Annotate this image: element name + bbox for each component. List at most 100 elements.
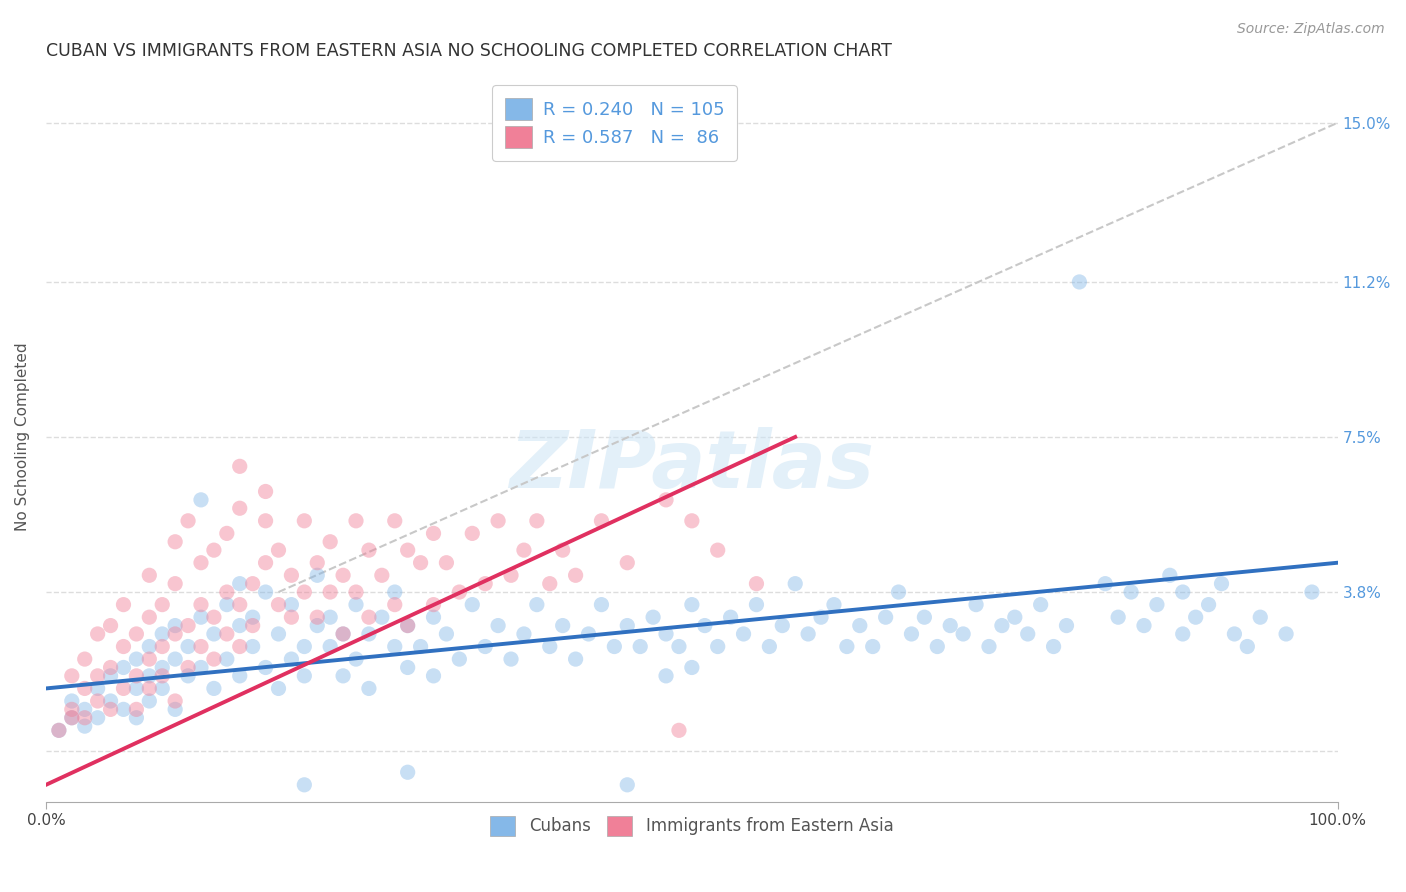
Point [513, 627, 536, 641]
Point [1004, 610, 1026, 624]
Point [344, 514, 367, 528]
Point [912, 610, 935, 624]
Legend: Cubans, Immigrants from Eastern Asia: Cubans, Immigrants from Eastern Asia [482, 807, 901, 845]
Point [165, 702, 187, 716]
Point [357, 681, 380, 696]
Point [86, 711, 108, 725]
Point [797, 627, 820, 641]
Point [332, 627, 354, 641]
Point [100, 660, 122, 674]
Point [745, 598, 768, 612]
Point [849, 618, 872, 632]
Point [1133, 618, 1156, 632]
Point [396, 543, 419, 558]
Point [229, 640, 252, 654]
Point [371, 610, 394, 624]
Point [449, 652, 471, 666]
Point [177, 640, 200, 654]
Point [86, 627, 108, 641]
Point [215, 598, 238, 612]
Point [229, 459, 252, 474]
Point [190, 598, 212, 612]
Point [229, 618, 252, 632]
Point [254, 556, 277, 570]
Point [551, 543, 574, 558]
Point [190, 660, 212, 674]
Point [681, 660, 703, 674]
Point [150, 681, 173, 696]
Point [384, 598, 406, 612]
Point [215, 585, 238, 599]
Point [720, 610, 742, 624]
Point [655, 492, 678, 507]
Point [1236, 640, 1258, 654]
Point [242, 640, 264, 654]
Point [242, 576, 264, 591]
Point [835, 640, 858, 654]
Point [112, 681, 135, 696]
Point [215, 526, 238, 541]
Point [357, 610, 380, 624]
Point [177, 669, 200, 683]
Point [332, 669, 354, 683]
Point [474, 576, 496, 591]
Point [307, 610, 329, 624]
Point [1042, 640, 1064, 654]
Point [190, 610, 212, 624]
Point [551, 618, 574, 632]
Point [1275, 627, 1298, 641]
Point [564, 568, 586, 582]
Point [344, 585, 367, 599]
Point [319, 585, 342, 599]
Point [138, 640, 160, 654]
Point [384, 640, 406, 654]
Point [409, 640, 432, 654]
Point [202, 652, 225, 666]
Point [73, 719, 96, 733]
Point [422, 598, 444, 612]
Point [229, 598, 252, 612]
Point [150, 598, 173, 612]
Point [785, 576, 807, 591]
Point [499, 652, 522, 666]
Point [409, 556, 432, 570]
Point [280, 568, 302, 582]
Point [125, 627, 148, 641]
Point [927, 640, 949, 654]
Point [112, 660, 135, 674]
Point [357, 627, 380, 641]
Point [177, 514, 200, 528]
Point [616, 618, 638, 632]
Point [396, 618, 419, 632]
Point [538, 576, 561, 591]
Point [254, 660, 277, 674]
Point [371, 568, 394, 582]
Point [254, 514, 277, 528]
Point [138, 652, 160, 666]
Point [100, 702, 122, 716]
Point [100, 618, 122, 632]
Point [706, 640, 728, 654]
Point [267, 681, 290, 696]
Point [668, 723, 690, 738]
Point [436, 627, 458, 641]
Point [60, 669, 83, 683]
Point [668, 640, 690, 654]
Point [384, 514, 406, 528]
Point [190, 640, 212, 654]
Point [202, 681, 225, 696]
Point [1056, 618, 1078, 632]
Point [344, 652, 367, 666]
Point [100, 694, 122, 708]
Point [875, 610, 897, 624]
Point [733, 627, 755, 641]
Point [190, 556, 212, 570]
Point [307, 618, 329, 632]
Point [242, 610, 264, 624]
Point [1029, 598, 1052, 612]
Point [292, 514, 315, 528]
Point [73, 681, 96, 696]
Point [150, 640, 173, 654]
Point [396, 660, 419, 674]
Point [112, 598, 135, 612]
